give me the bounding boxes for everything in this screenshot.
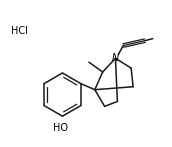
Text: N: N	[112, 53, 119, 63]
Text: HCl: HCl	[11, 26, 28, 36]
Text: HO: HO	[53, 123, 68, 133]
